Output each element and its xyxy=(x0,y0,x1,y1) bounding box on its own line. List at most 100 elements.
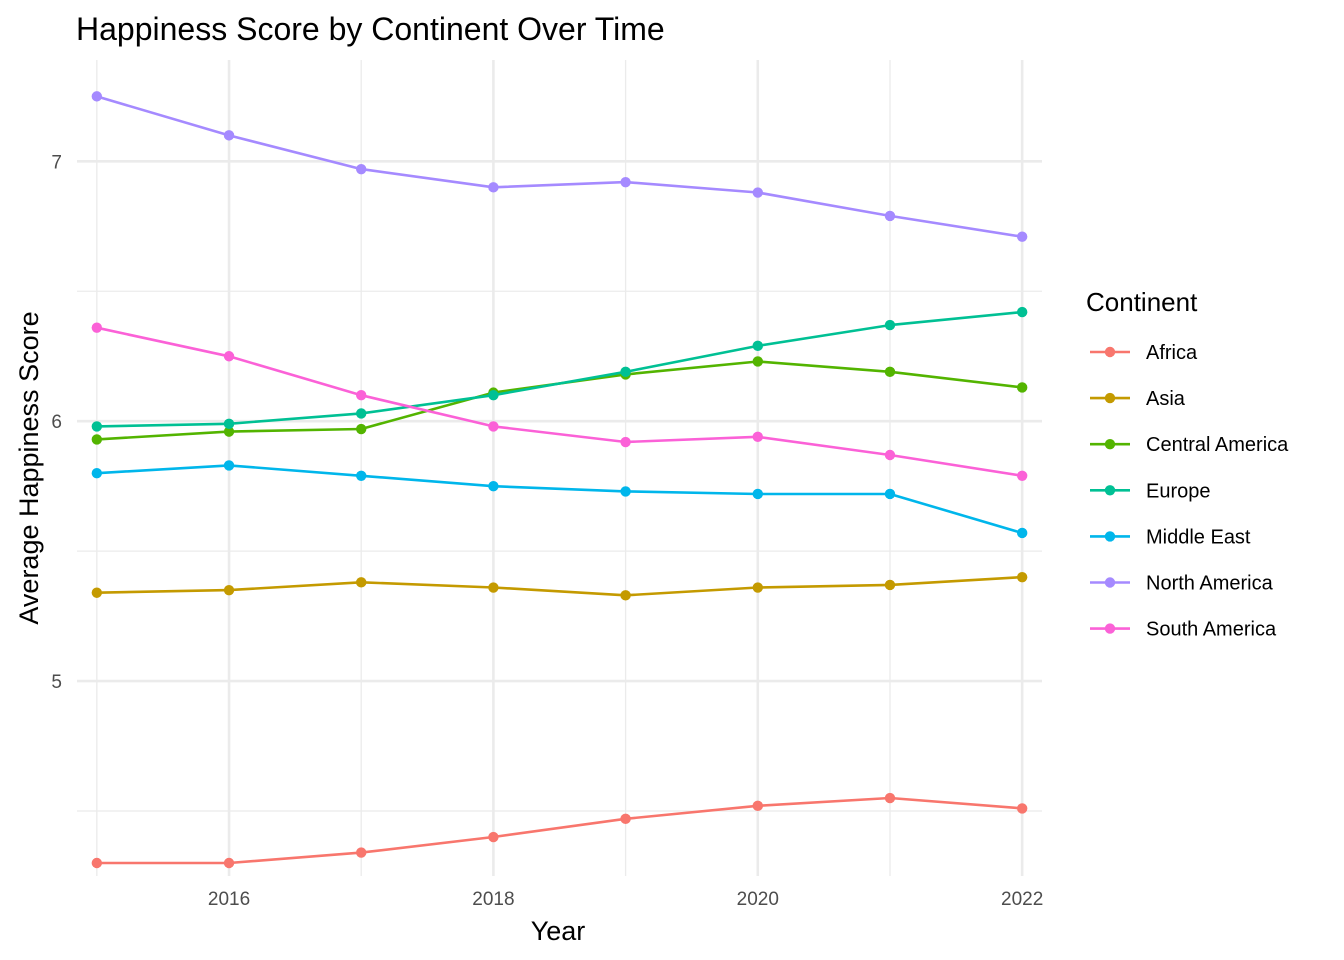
data-point xyxy=(752,431,763,443)
series-line xyxy=(95,796,1024,865)
legend-key-point xyxy=(1104,485,1116,496)
data-point xyxy=(620,366,631,378)
series-line xyxy=(95,310,1024,428)
series-line xyxy=(95,575,1024,597)
data-point xyxy=(488,182,499,193)
data-point xyxy=(620,486,631,497)
series-line xyxy=(95,95,1024,238)
series-south-america xyxy=(91,322,1028,481)
legend: Africa Asia Central America Europe Middle Ea… xyxy=(1090,342,1289,641)
data-point xyxy=(223,584,235,596)
series-north-america xyxy=(91,91,1028,242)
y-tick-label: 6 xyxy=(51,412,62,433)
legend-label: Asia xyxy=(1146,388,1186,410)
data-point xyxy=(752,800,763,812)
legend-item: Africa xyxy=(1090,342,1198,364)
data-point xyxy=(223,351,235,362)
data-point xyxy=(884,579,896,591)
data-point xyxy=(752,356,763,367)
data-point xyxy=(91,857,103,869)
data-point xyxy=(884,449,896,461)
data-point xyxy=(223,460,235,471)
x-tick-label: 2016 xyxy=(208,889,250,910)
x-tick-label: 2018 xyxy=(472,889,514,910)
y-tick-label: 5 xyxy=(51,672,62,693)
data-point xyxy=(752,340,763,352)
y-axis-title: Average Happiness Score xyxy=(14,311,44,624)
series-africa xyxy=(91,792,1028,869)
legend-item: South America xyxy=(1090,619,1277,641)
data-point xyxy=(356,470,367,481)
data-point xyxy=(752,187,763,198)
data-point xyxy=(223,418,235,430)
data-point xyxy=(1016,803,1028,814)
legend-label: Africa xyxy=(1146,342,1198,364)
data-point xyxy=(91,467,103,479)
x-tick-label: 2020 xyxy=(737,889,779,910)
legend-label: Central America xyxy=(1146,434,1289,456)
data-point xyxy=(1016,470,1028,481)
data-point xyxy=(223,426,235,437)
data-point xyxy=(620,436,631,448)
data-point xyxy=(884,319,896,331)
data-point xyxy=(488,390,499,401)
series-central-america xyxy=(91,356,1028,445)
legend-label: South America xyxy=(1146,619,1277,641)
data-point xyxy=(620,590,631,601)
legend-key-point xyxy=(1104,531,1116,542)
data-point xyxy=(91,421,103,432)
legend-key-point xyxy=(1104,623,1116,634)
data-point xyxy=(356,408,367,419)
series-line xyxy=(95,464,1024,535)
data-point xyxy=(91,322,103,333)
data-point xyxy=(620,813,631,825)
data-point xyxy=(752,582,763,593)
legend-item: Asia xyxy=(1090,388,1186,410)
series-line xyxy=(95,326,1024,478)
legend-label: Middle East xyxy=(1146,526,1251,548)
data-point xyxy=(488,480,499,492)
legend-label: North America xyxy=(1146,573,1274,595)
x-axis-title: Year xyxy=(531,916,586,946)
data-point xyxy=(1016,382,1028,393)
data-point xyxy=(884,366,896,378)
series-middle-east xyxy=(91,460,1028,539)
x-axis-tick-labels: 2016 2018 2020 2022 xyxy=(208,889,1043,910)
legend-label: Europe xyxy=(1146,480,1211,502)
series-line xyxy=(95,360,1024,441)
data-point xyxy=(223,857,235,869)
y-tick-label: 7 xyxy=(51,152,62,173)
data-point xyxy=(91,587,103,598)
data-point xyxy=(356,390,367,401)
data-point xyxy=(1016,571,1028,583)
series-europe xyxy=(91,306,1028,432)
plot-area xyxy=(91,91,1028,869)
data-point xyxy=(752,488,763,500)
legend-key-point xyxy=(1104,577,1116,588)
data-point xyxy=(356,423,367,435)
legend-title: Continent xyxy=(1086,287,1198,317)
data-point xyxy=(91,434,103,445)
data-point xyxy=(488,582,499,593)
data-point xyxy=(356,847,367,858)
legend-item: North America xyxy=(1090,573,1274,595)
data-point xyxy=(884,210,896,222)
data-point xyxy=(1016,306,1028,318)
data-point xyxy=(1016,231,1028,242)
data-point xyxy=(488,831,499,843)
chart-title: Happiness Score by Continent Over Time xyxy=(76,11,665,47)
data-point xyxy=(488,421,499,432)
legend-item: Central America xyxy=(1090,434,1289,456)
data-point xyxy=(884,488,896,500)
grid xyxy=(77,60,1042,876)
x-tick-label: 2022 xyxy=(1001,889,1043,910)
data-point xyxy=(356,163,367,175)
data-point xyxy=(91,91,103,102)
legend-item: Middle East xyxy=(1090,526,1251,548)
y-axis-tick-labels: 5 6 7 xyxy=(51,152,62,693)
legend-key-point xyxy=(1104,392,1116,404)
legend-key-point xyxy=(1104,346,1116,358)
data-point xyxy=(356,577,367,588)
legend-item: Europe xyxy=(1090,480,1211,502)
